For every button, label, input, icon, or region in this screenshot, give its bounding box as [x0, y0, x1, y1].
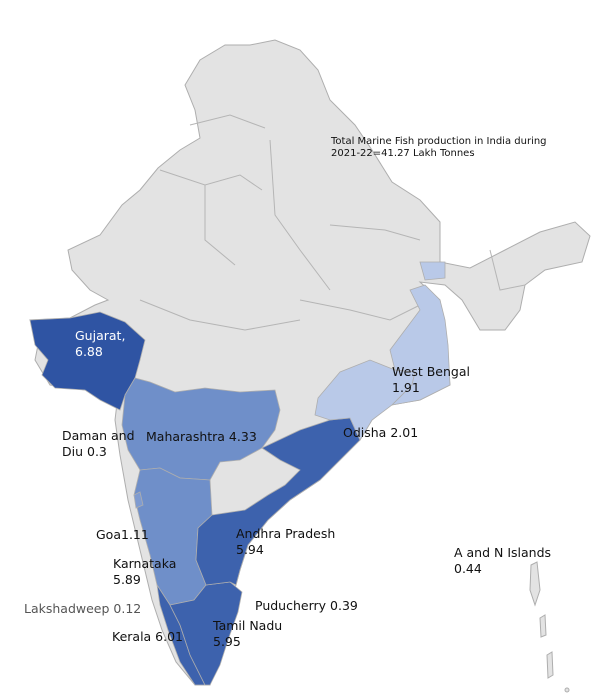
state-borders: [139, 114, 526, 331]
label-goa: Goa1.11: [96, 527, 149, 542]
label-west-bengal: West Bengal 1.91: [392, 364, 470, 396]
label-lakshadweep: Lakshadweep 0.12: [24, 601, 142, 616]
label-andaman-nicobar-name: A and N Islands: [454, 545, 552, 560]
map-title-line1: Total Marine Fish production in India du…: [331, 136, 547, 147]
map-title: Total Marine Fish production in India du…: [331, 136, 547, 160]
state-border: [159, 169, 263, 191]
state-border: [299, 299, 421, 321]
island: [564, 687, 570, 693]
label-daman-diu: Daman and Diu 0.3: [62, 428, 135, 460]
label-tamil-nadu: Tamil Nadu 5.95: [213, 618, 282, 650]
region-goa: [133, 491, 144, 509]
label-maharashtra: Maharashtra 4.33: [146, 429, 257, 444]
state-border: [204, 185, 236, 266]
label-gujarat-value: 6.88: [75, 344, 103, 359]
region-sikkim-strip: [419, 261, 446, 281]
map-title-line2: 2021-22=41.27 Lakh Tonnes: [331, 148, 475, 159]
state-border: [489, 249, 526, 291]
region-gujarat: [29, 311, 146, 411]
label-puducherry: Puducherry 0.39: [255, 598, 358, 613]
label-karnataka: Karnataka 5.89: [113, 556, 176, 588]
label-tamil-nadu-value: 5.95: [213, 634, 241, 649]
state-border: [269, 139, 331, 291]
label-daman-diu-line1: Daman and: [62, 428, 135, 443]
label-karnataka-name: Karnataka: [113, 556, 177, 571]
label-andhra-pradesh: Andhra Pradesh 5.94: [236, 526, 335, 558]
label-andaman-nicobar-value: 0.44: [454, 561, 482, 576]
island: [539, 614, 547, 638]
state-border: [139, 299, 301, 331]
island: [529, 561, 541, 607]
label-andaman-nicobar: A and N Islands 0.44: [454, 545, 551, 577]
region-west-bengal: [389, 284, 451, 406]
label-gujarat: Gujarat, 6.88: [75, 328, 125, 360]
label-andhra-pradesh-name: Andhra Pradesh: [236, 526, 336, 541]
choropleth: [29, 261, 451, 686]
label-daman-diu-line2: Diu 0.3: [62, 444, 107, 459]
state-border: [189, 114, 266, 129]
label-west-bengal-name: West Bengal: [392, 364, 470, 379]
island: [546, 651, 554, 679]
label-tamil-nadu-name: Tamil Nadu: [213, 618, 283, 633]
label-west-bengal-value: 1.91: [392, 380, 420, 395]
andaman-islands: [529, 561, 570, 693]
label-andhra-pradesh-value: 5.94: [236, 542, 264, 557]
state-border: [329, 224, 421, 241]
label-karnataka-value: 5.89: [113, 572, 141, 587]
label-odisha: Odisha 2.01: [343, 425, 419, 440]
label-gujarat-name: Gujarat,: [75, 328, 126, 343]
label-kerala: Kerala 6.01: [112, 629, 184, 644]
